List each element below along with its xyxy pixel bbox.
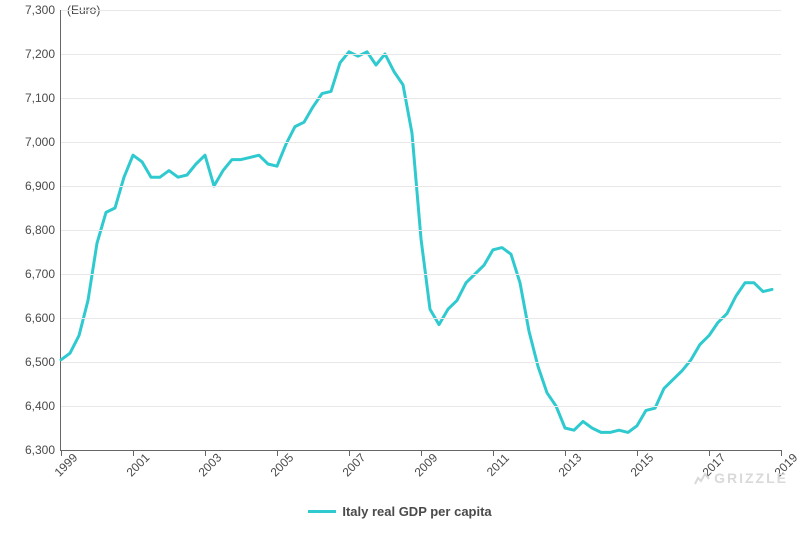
grid-line-horizontal	[61, 274, 781, 275]
grid-line-horizontal	[61, 186, 781, 187]
x-tick	[493, 450, 494, 456]
legend-series-label: Italy real GDP per capita	[342, 504, 491, 519]
x-tick	[133, 450, 134, 456]
watermark-icon	[694, 471, 710, 485]
chart-container: (Euro) 6,3006,4006,5006,6006,7006,8006,9…	[0, 0, 800, 534]
x-tick-label: 2001	[124, 451, 153, 480]
x-tick	[349, 450, 350, 456]
x-tick-label: 2003	[196, 451, 225, 480]
legend: Italy real GDP per capita	[0, 500, 800, 519]
y-tick-label: 6,700	[25, 267, 61, 281]
grid-line-horizontal	[61, 230, 781, 231]
x-tick-label: 2009	[412, 451, 441, 480]
y-tick-label: 6,800	[25, 223, 61, 237]
y-tick-label: 7,000	[25, 135, 61, 149]
x-tick-label: 2011	[484, 451, 512, 479]
x-tick-label: 2005	[268, 451, 297, 480]
x-tick	[421, 450, 422, 456]
grid-line-horizontal	[61, 362, 781, 363]
grid-line-horizontal	[61, 142, 781, 143]
legend-item: Italy real GDP per capita	[308, 504, 491, 519]
y-tick-label: 7,200	[25, 47, 61, 61]
grid-line-horizontal	[61, 10, 781, 11]
x-tick-label: 2015	[628, 451, 657, 480]
grid-line-horizontal	[61, 406, 781, 407]
y-tick-label: 6,600	[25, 311, 61, 325]
gdp-line-path	[61, 52, 772, 433]
y-tick-label: 6,300	[25, 443, 61, 457]
y-tick-label: 7,100	[25, 91, 61, 105]
x-tick	[205, 450, 206, 456]
y-tick-label: 6,400	[25, 399, 61, 413]
x-tick	[565, 450, 566, 456]
x-tick	[61, 450, 62, 456]
watermark-text: GRIZZLE	[714, 470, 788, 486]
legend-line-swatch	[308, 510, 336, 513]
x-tick	[781, 450, 782, 456]
y-tick-label: 7,300	[25, 3, 61, 17]
x-tick	[637, 450, 638, 456]
x-tick	[709, 450, 710, 456]
watermark: GRIZZLE	[694, 470, 788, 486]
grid-line-horizontal	[61, 98, 781, 99]
grid-line-horizontal	[61, 318, 781, 319]
plot-area: (Euro) 6,3006,4006,5006,6006,7006,8006,9…	[60, 10, 781, 451]
y-tick-label: 6,500	[25, 355, 61, 369]
x-tick	[277, 450, 278, 456]
x-tick-label: 2007	[340, 451, 369, 480]
y-tick-label: 6,900	[25, 179, 61, 193]
grid-line-horizontal	[61, 54, 781, 55]
x-tick-label: 2013	[556, 451, 585, 480]
